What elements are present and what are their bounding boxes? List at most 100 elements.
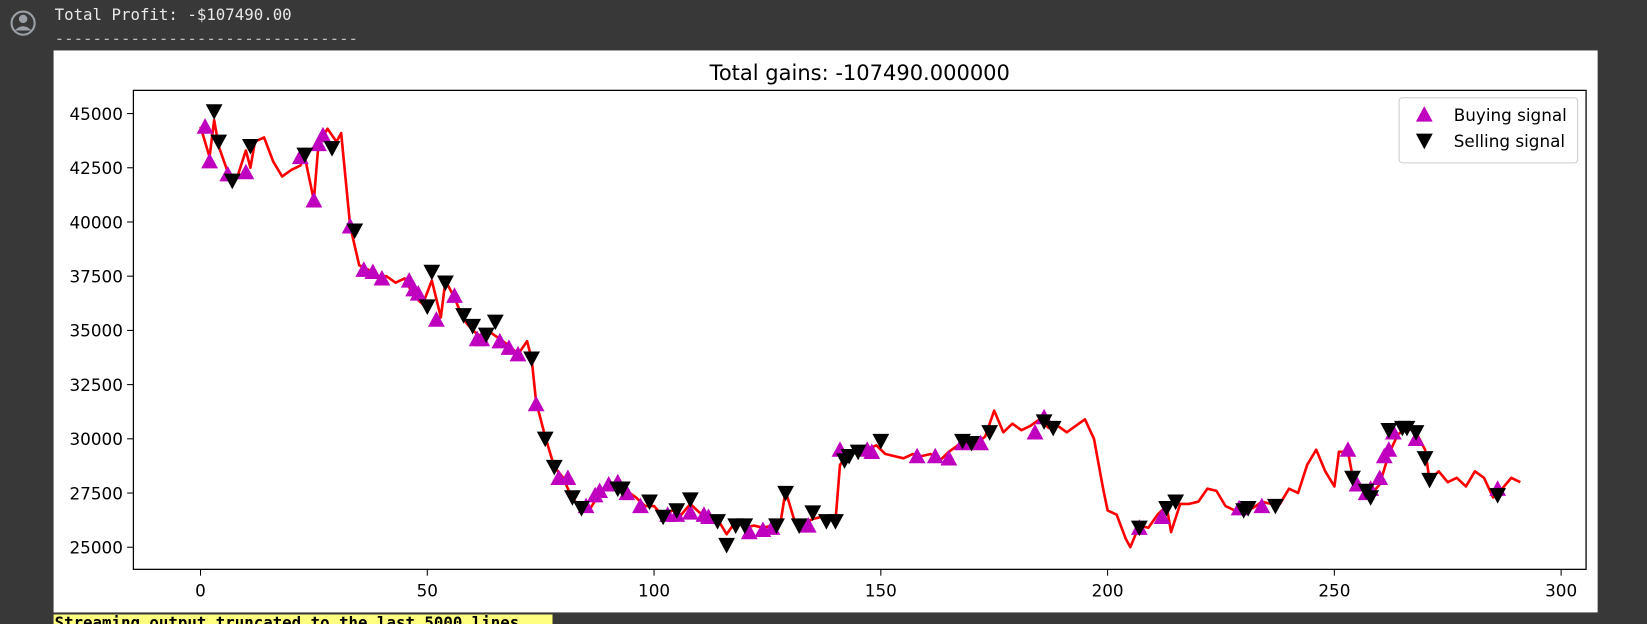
y-tick-label: 42500 xyxy=(69,158,122,178)
signal-marker xyxy=(364,263,382,279)
signal-marker xyxy=(564,490,581,506)
legend-label: Buying signal xyxy=(1454,105,1567,125)
signal-marker xyxy=(210,134,228,151)
signal-marker xyxy=(591,482,609,498)
x-tick-label: 300 xyxy=(1545,581,1577,601)
signal-marker xyxy=(509,345,527,362)
x-tick-label: 250 xyxy=(1318,581,1350,601)
signal-marker xyxy=(613,481,631,498)
signal-marker xyxy=(523,351,541,367)
signal-marker xyxy=(545,459,563,476)
signal-marker xyxy=(1239,501,1257,517)
signal-marker xyxy=(1035,414,1053,430)
signal-marker xyxy=(1371,469,1389,485)
legend-marker xyxy=(1415,106,1433,122)
x-tick-label: 50 xyxy=(417,581,438,601)
signal-marker xyxy=(196,118,214,134)
signal-marker xyxy=(718,537,736,554)
signal-marker xyxy=(1489,488,1507,504)
signal-marker xyxy=(681,492,699,508)
signal-marker xyxy=(790,518,808,534)
signal-marker xyxy=(446,287,463,303)
signal-marker xyxy=(840,449,858,465)
signal-marker xyxy=(940,449,958,466)
signal-marker xyxy=(632,497,649,514)
signal-marker xyxy=(205,104,223,120)
signal-marker xyxy=(486,314,504,331)
signal-marker xyxy=(849,444,867,461)
output-line: Total Profit: -$107490.00 xyxy=(55,5,292,24)
signal-marker xyxy=(736,518,754,534)
x-tick-label: 150 xyxy=(865,581,897,601)
signal-marker xyxy=(536,431,554,448)
signal-marker xyxy=(1380,422,1398,439)
signal-marker xyxy=(527,395,545,412)
chart-title: Total gains: -107490.000000 xyxy=(709,61,1010,85)
legend xyxy=(1398,97,1579,164)
y-tick-label: 32500 xyxy=(69,375,122,395)
separator: -------------------------------- xyxy=(55,29,358,48)
signal-marker xyxy=(681,504,699,520)
signal-marker xyxy=(963,436,980,452)
signal-marker xyxy=(418,299,436,315)
signal-marker xyxy=(559,469,577,485)
signal-marker xyxy=(310,135,327,152)
signal-marker xyxy=(1416,451,1434,467)
signal-marker xyxy=(437,275,454,292)
signal-marker xyxy=(926,447,944,464)
y-tick-label: 37500 xyxy=(69,266,122,286)
signal-marker xyxy=(1158,501,1175,517)
signal-marker xyxy=(455,308,472,324)
user-icon xyxy=(10,10,36,36)
signal-marker xyxy=(346,223,364,240)
y-tick-label: 40000 xyxy=(69,212,122,232)
signal-marker xyxy=(981,425,999,441)
truncation-notice: Streaming output truncated to the last 5… xyxy=(55,613,529,624)
signal-marker xyxy=(500,339,518,355)
signal-marker xyxy=(573,501,590,517)
signal-marker xyxy=(296,147,314,164)
signal-marker xyxy=(908,447,926,464)
signal-marker xyxy=(1044,420,1062,437)
signal-marker xyxy=(477,327,495,344)
x-tick-label: 0 xyxy=(195,581,206,601)
signal-marker xyxy=(223,173,241,190)
y-tick-label: 30000 xyxy=(69,429,122,449)
plot: Total gains: -107490.000000 25000 27500 300… xyxy=(69,61,1587,601)
signal-marker xyxy=(1380,441,1398,457)
signal-marker xyxy=(491,332,509,349)
signal-marker xyxy=(373,269,391,286)
legend-label: Selling signal xyxy=(1454,131,1565,151)
legend-marker xyxy=(1415,133,1433,150)
x-tick-label: 100 xyxy=(638,581,670,601)
signal-marker xyxy=(863,443,881,459)
notice-box xyxy=(53,614,553,624)
signal-marker xyxy=(423,264,441,281)
signal-marker xyxy=(1339,441,1357,457)
signal-marker xyxy=(1167,494,1185,511)
y-tick-label: 27500 xyxy=(69,483,122,503)
y-tick-label: 45000 xyxy=(69,104,122,124)
x-tick-label: 200 xyxy=(1092,581,1124,601)
signal-marker xyxy=(740,523,758,540)
signal-marker xyxy=(1398,420,1416,437)
signal-marker xyxy=(242,138,259,155)
signal-marker xyxy=(641,494,658,511)
signal-marker xyxy=(668,503,686,519)
signal-marker xyxy=(1267,498,1284,515)
signal-marker xyxy=(1362,490,1380,506)
signal-marker xyxy=(709,514,726,530)
signal-marker xyxy=(323,141,341,157)
signal-marker xyxy=(804,505,822,521)
signal-marker xyxy=(409,285,427,301)
signal-marker xyxy=(427,311,445,327)
signal-marker xyxy=(464,318,482,335)
signal-marker xyxy=(1130,520,1148,537)
signal-marker xyxy=(1421,472,1439,489)
signal-marker xyxy=(305,191,323,208)
signal-marker xyxy=(1344,470,1361,487)
signal-marker xyxy=(1153,508,1171,525)
signal-marker xyxy=(1407,425,1425,441)
